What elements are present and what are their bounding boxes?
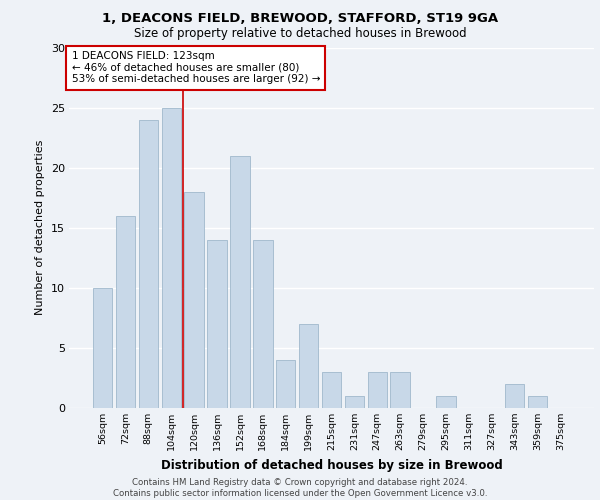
Bar: [230, 156, 250, 408]
Bar: [436, 396, 455, 407]
Bar: [276, 360, 295, 408]
Text: Size of property relative to detached houses in Brewood: Size of property relative to detached ho…: [134, 28, 466, 40]
Bar: [322, 372, 341, 408]
Bar: [93, 288, 112, 408]
X-axis label: Distribution of detached houses by size in Brewood: Distribution of detached houses by size …: [161, 458, 502, 471]
Bar: [116, 216, 135, 408]
Bar: [184, 192, 204, 408]
Bar: [299, 324, 319, 407]
Bar: [161, 108, 181, 408]
Text: Contains HM Land Registry data © Crown copyright and database right 2024.
Contai: Contains HM Land Registry data © Crown c…: [113, 478, 487, 498]
Bar: [208, 240, 227, 408]
Bar: [253, 240, 272, 408]
Bar: [368, 372, 387, 408]
Y-axis label: Number of detached properties: Number of detached properties: [35, 140, 45, 315]
Bar: [505, 384, 524, 407]
Bar: [344, 396, 364, 407]
Bar: [139, 120, 158, 408]
Bar: [528, 396, 547, 407]
Text: 1, DEACONS FIELD, BREWOOD, STAFFORD, ST19 9GA: 1, DEACONS FIELD, BREWOOD, STAFFORD, ST1…: [102, 12, 498, 26]
Text: 1 DEACONS FIELD: 123sqm
← 46% of detached houses are smaller (80)
53% of semi-de: 1 DEACONS FIELD: 123sqm ← 46% of detache…: [71, 51, 320, 84]
Bar: [391, 372, 410, 408]
